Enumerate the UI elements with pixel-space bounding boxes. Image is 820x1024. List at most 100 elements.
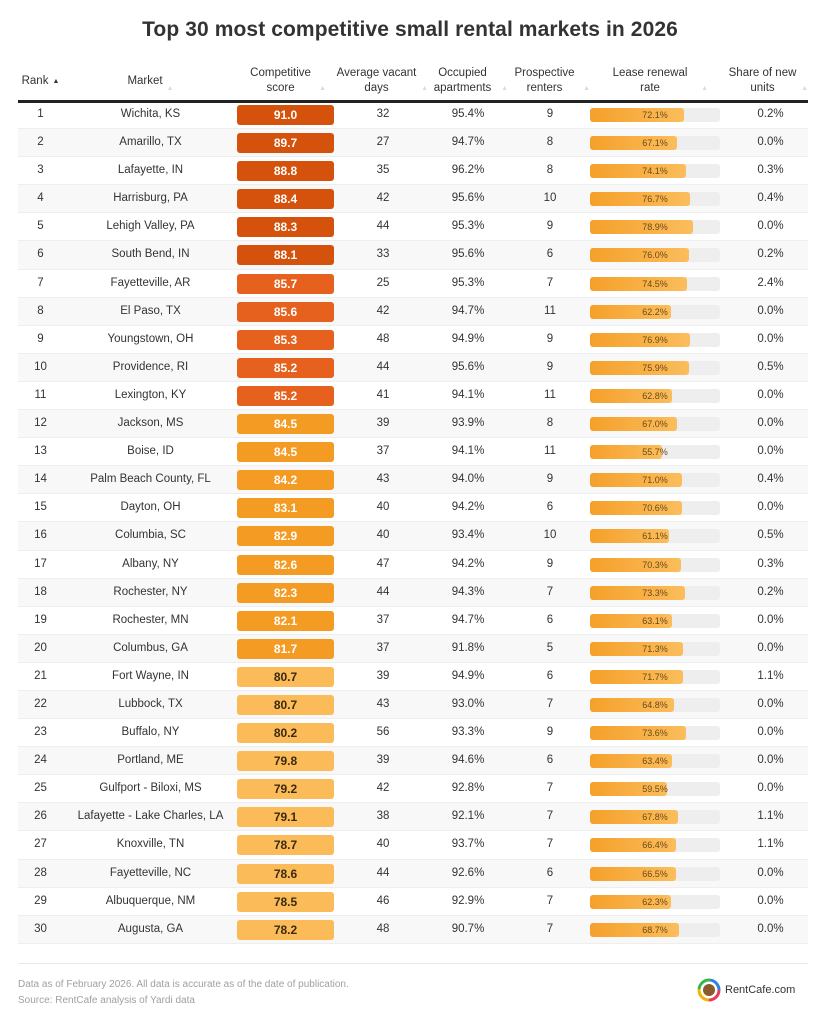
vacant-days-cell: 39 — [376, 417, 390, 430]
score-badge: 82.3 — [237, 582, 334, 603]
renters-cell: 7 — [546, 276, 554, 289]
table-row: 24 Portland, ME 79.8 39 94.6% 6 63.4% 0.0% — [18, 747, 808, 776]
vacant-days-cell: 48 — [376, 332, 390, 345]
footer-note: Data as of February 2026. All data is ac… — [18, 979, 349, 990]
renters-cell: 9 — [546, 332, 554, 345]
renewal-bar-label: 68.7% — [642, 924, 668, 935]
vacant-days-cell: 42 — [376, 192, 390, 205]
sort-icon: ▲ — [421, 85, 428, 92]
vacant-days-cell: 48 — [376, 922, 390, 935]
sort-icon: ▲ — [166, 85, 174, 92]
rank-cell: 26 — [34, 810, 47, 823]
score-badge: 78.5 — [237, 891, 334, 912]
vacant-days-cell: 35 — [376, 164, 390, 177]
header-vacant-days[interactable]: Average vacant days ▲ — [336, 62, 428, 100]
rank-cell: 30 — [34, 922, 47, 935]
renewal-bar-label: 63.1% — [642, 615, 668, 626]
renewal-bar-track: 73.3% — [590, 585, 720, 600]
share-cell: 0.0% — [757, 388, 784, 401]
market-cell: Lehigh Valley, PA — [106, 220, 195, 233]
market-cell: South Bend, IN — [111, 248, 190, 261]
table-row: 28 Fayetteville, NC 78.6 44 92.6% 6 66.5% 0.0% — [18, 859, 808, 888]
rank-cell: 6 — [37, 248, 44, 261]
score-badge: 79.2 — [237, 779, 334, 800]
renewal-bar-label: 67.0% — [642, 419, 668, 430]
renters-cell: 7 — [546, 585, 554, 598]
header-score[interactable]: Competitive score ▲ — [246, 62, 326, 100]
market-cell: Boise, ID — [127, 445, 174, 458]
occupied-cell: 95.3% — [451, 276, 485, 289]
header-market[interactable]: Market ▲ — [93, 62, 208, 100]
header-renewal[interactable]: Lease renewal rate ▲ — [603, 62, 708, 100]
share-cell: 0.4% — [757, 192, 784, 205]
market-cell: Palm Beach County, FL — [90, 473, 211, 486]
score-badge: 85.6 — [237, 301, 334, 322]
sort-icon: ▲ — [583, 85, 590, 92]
share-cell: 0.0% — [757, 754, 784, 767]
renters-cell: 6 — [546, 866, 554, 879]
rentcafe-logo-icon — [697, 978, 721, 1002]
rank-cell: 3 — [37, 164, 44, 177]
market-cell: Albuquerque, NM — [105, 894, 196, 907]
market-cell: Youngstown, OH — [107, 332, 194, 345]
vacant-days-cell: 44 — [376, 220, 390, 233]
rank-cell: 8 — [37, 304, 44, 317]
table-row: 2 Amarillo, TX 89.7 27 94.7% 8 67.1% 0.0% — [18, 129, 808, 158]
renewal-bar-track: 74.1% — [590, 164, 720, 179]
share-cell: 0.0% — [757, 922, 784, 935]
renewal-bar-label: 67.1% — [642, 138, 668, 149]
market-cell: Fayetteville, AR — [110, 276, 191, 289]
rank-cell: 18 — [34, 585, 47, 598]
renewal-bar — [590, 332, 690, 347]
share-cell: 0.0% — [757, 304, 784, 317]
score-badge: 89.7 — [237, 133, 334, 154]
renewal-bar-track: 67.1% — [590, 136, 720, 151]
score-badge: 82.9 — [237, 526, 334, 547]
occupied-cell: 94.6% — [451, 754, 485, 767]
table-row: 23 Buffalo, NY 80.2 56 93.3% 9 73.6% 0.0% — [18, 719, 808, 748]
table-row: 19 Rochester, MN 82.1 37 94.7% 6 63.1% 0.0% — [18, 607, 808, 635]
renewal-bar-label: 63.4% — [642, 756, 668, 767]
market-cell: Lafayette - Lake Charles, LA — [77, 810, 224, 823]
share-cell: 0.0% — [757, 332, 784, 345]
score-badge: 84.2 — [237, 470, 334, 491]
vacant-days-cell: 44 — [376, 360, 390, 373]
table-row: 11 Lexington, KY 85.2 41 94.1% 11 62.8% 0.0% — [18, 382, 808, 411]
score-badge: 91.0 — [237, 105, 334, 125]
header-label: Average vacant days — [336, 67, 417, 94]
renewal-bar-label: 73.6% — [642, 728, 668, 739]
renters-cell: 9 — [546, 108, 554, 120]
renewal-bar-track: 76.9% — [590, 332, 720, 347]
table-row: 17 Albany, NY 82.6 47 94.2% 9 70.3% 0.3% — [18, 551, 808, 579]
score-badge: 88.1 — [237, 245, 334, 266]
renewal-bar — [590, 585, 686, 600]
renewal-bar-track: 70.6% — [590, 501, 720, 516]
share-cell: 0.0% — [757, 445, 784, 458]
rank-cell: 16 — [34, 529, 47, 542]
renewal-bar-label: 66.5% — [642, 868, 668, 879]
header-share[interactable]: Share of new units ▲ — [728, 62, 808, 100]
table-row: 1 Wichita, KS 91.0 32 95.4% 9 72.1% 0.2% — [18, 101, 808, 130]
header-label: Prospective renters — [514, 67, 575, 94]
occupied-cell: 94.1% — [451, 445, 485, 458]
vacant-days-cell: 40 — [376, 501, 390, 514]
renewal-bar-label: 59.5% — [642, 784, 668, 795]
header-rank[interactable]: Rank ▲ — [18, 62, 63, 100]
rank-cell: 27 — [34, 838, 47, 851]
occupied-cell: 94.2% — [451, 557, 485, 570]
chart-title: Top 30 most competitive small rental mar… — [142, 18, 678, 41]
renewal-bar — [590, 866, 677, 881]
renters-cell: 7 — [546, 894, 554, 907]
share-cell: 2.4% — [757, 276, 784, 289]
renters-cell: 6 — [546, 501, 554, 514]
renewal-bar-track: 71.0% — [590, 473, 720, 488]
header-renters[interactable]: Prospective renters ▲ — [510, 62, 590, 100]
share-cell: 0.2% — [757, 248, 784, 261]
share-cell: 1.1% — [757, 669, 784, 682]
score-badge: 82.6 — [237, 554, 334, 575]
header-occupied[interactable]: Occupied apartments ▲ — [428, 62, 508, 100]
rank-cell: 17 — [34, 557, 47, 570]
market-cell: Providence, RI — [112, 360, 189, 373]
score-badge: 80.7 — [237, 694, 334, 715]
renewal-bar-track: 70.3% — [590, 557, 720, 572]
